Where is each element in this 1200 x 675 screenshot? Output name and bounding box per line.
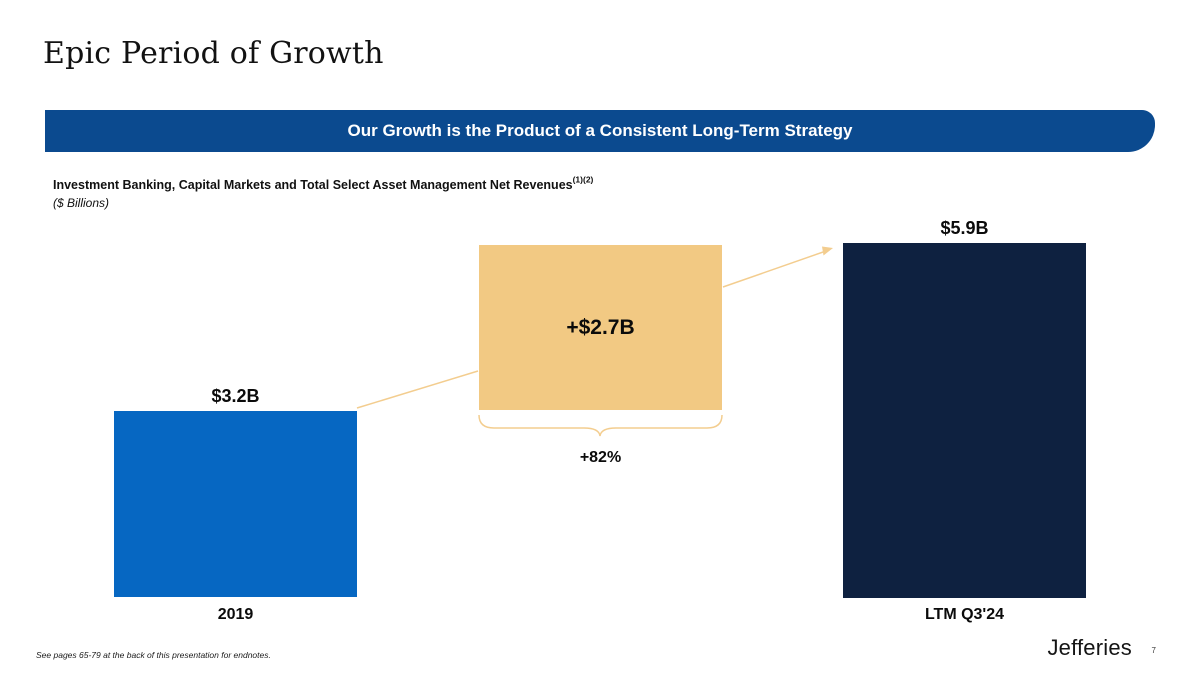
page-number: 7 [1151,646,1156,655]
banner-text: Our Growth is the Product of a Consisten… [347,121,853,140]
bar-ltm-q324 [843,243,1086,598]
growth-percent-label: +82% [579,449,622,466]
chart-units-label: ($ Billions) [53,196,110,210]
chart-subtitle-line1: Investment Banking, Capital Markets and … [53,175,593,195]
bar-bridge-growth: +$2.7B [479,245,722,410]
endnotes-footnote: See pages 65-79 at the back of this pres… [36,650,271,660]
bar-2019 [114,411,357,597]
value-label-ltm: $5.9B [940,218,989,238]
growth-connector-left-line [356,370,479,409]
category-label-ltm: LTM Q3'24 [924,606,1005,623]
chart-subtitle: Investment Banking, Capital Markets and … [53,175,593,211]
chart-subtitle-text: Investment Banking, Capital Markets and … [53,178,573,192]
bridge-value-label: +$2.7B [566,315,635,339]
endnote-superscript: (1)(2) [572,174,594,185]
category-label-2019: 2019 [217,606,254,623]
value-label-2019: $3.2B [211,386,260,406]
arrowhead-icon [822,246,833,256]
jefferies-logo: Jefferies [1047,635,1132,660]
underbrace-icon [478,414,723,437]
growth-connector-right-line [722,250,827,288]
strategy-banner: Our Growth is the Product of a Consisten… [45,110,1155,152]
page-title: Epic Period of Growth [43,36,384,71]
